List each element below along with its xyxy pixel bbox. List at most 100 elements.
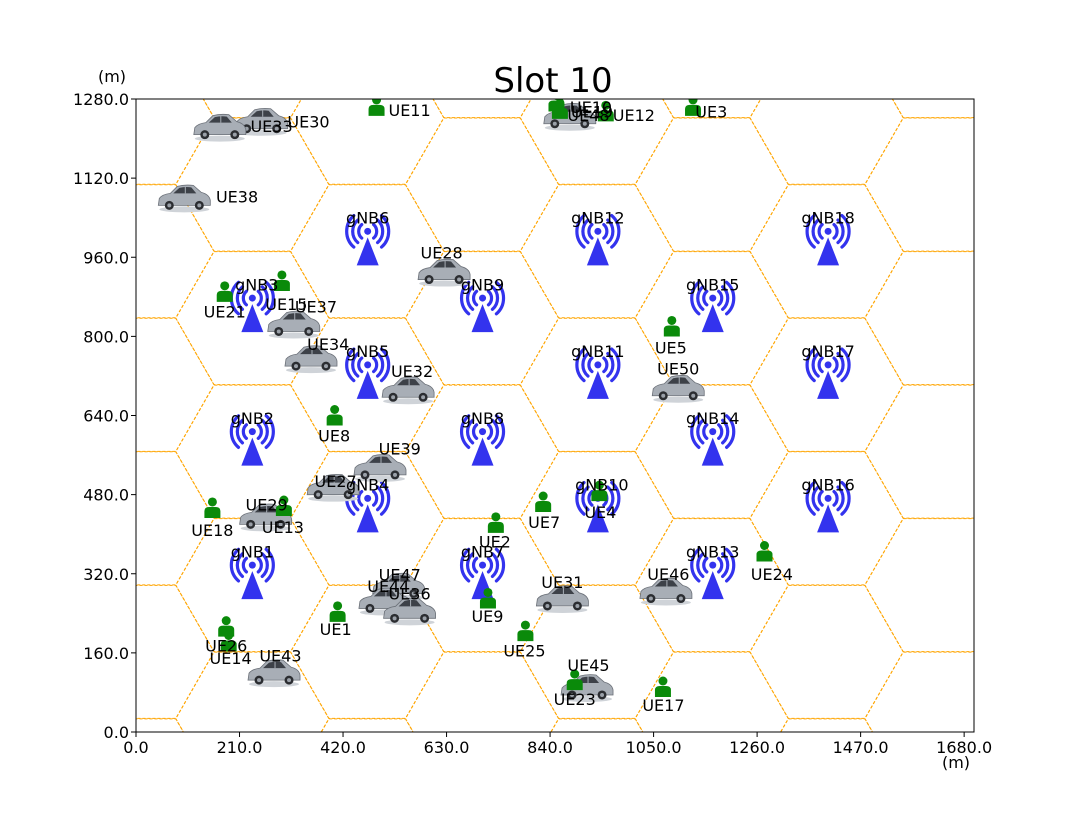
gnb-antenna-icon [805, 213, 851, 266]
gnb-antenna-icon [805, 480, 851, 533]
hex-cell [550, 718, 644, 732]
mark-label: UE21 [204, 303, 246, 322]
y-tick-label: 1280.0 [73, 90, 129, 109]
y-tick-label: 800.0 [83, 327, 129, 346]
car-ue-icon [157, 184, 211, 213]
person-ue-icon [218, 616, 235, 637]
hex-cell [634, 651, 789, 732]
hex-cell [404, 651, 560, 732]
person-ue-icon [273, 270, 290, 291]
x-tick-label: 840.0 [527, 738, 573, 757]
mark-label: UE47 [379, 566, 421, 585]
hex-cell [520, 0, 673, 51]
hex-cell [136, 99, 215, 185]
hex-cell [0, 252, 99, 385]
car-ue-icon [267, 310, 321, 339]
y-tick-label: 480.0 [83, 486, 129, 505]
mark-label: gNB4 [346, 476, 389, 495]
mark-label: gNB10 [575, 476, 628, 495]
mark-label: UE32 [391, 362, 433, 381]
hex-cell [176, 786, 329, 822]
hex-cell [136, 718, 184, 732]
hex-cell [864, 251, 974, 386]
mark-label: UE38 [216, 187, 258, 206]
gnb-antenna-icon [690, 547, 736, 600]
hex-cell [0, 652, 99, 785]
mark-label: UE33 [250, 117, 292, 136]
hex-cell [750, 0, 903, 51]
hex-cell [0, 786, 99, 822]
mark-label: gNB9 [461, 275, 504, 294]
mark-label: gNB8 [461, 409, 504, 428]
hex-cell [406, 786, 559, 822]
mark-label: UE18 [191, 521, 233, 540]
car-ue-icon [560, 674, 614, 702]
mark-label: UE14 [210, 649, 252, 668]
mark-label: gNB3 [235, 275, 278, 294]
mark-label: gNB5 [346, 342, 389, 361]
mark-label: gNB2 [231, 409, 274, 428]
hex-cell [980, 719, 1080, 822]
mark-label: UE29 [246, 496, 288, 515]
mark-label: gNB17 [801, 342, 854, 361]
hex-cell [291, 0, 444, 51]
gnb-antenna-icon [575, 213, 621, 266]
hex-cell [891, 99, 974, 119]
person-ue-icon [368, 99, 385, 116]
hex-cell [749, 584, 904, 719]
x-tick-label: 0.0 [123, 738, 148, 757]
plot-marks [157, 99, 851, 702]
x-tick-label: 1470.0 [833, 738, 889, 757]
y-tick-label: 1120.0 [73, 169, 129, 188]
gnb-antenna-icon [229, 414, 275, 466]
mark-label: UE25 [503, 641, 545, 660]
mark-label: UE19 [571, 102, 613, 121]
hex-cell [61, 0, 214, 51]
mark-label: UE17 [642, 696, 684, 715]
person-ue-icon [487, 512, 504, 533]
car-ue-icon [381, 376, 435, 405]
mark-label: UE34 [307, 335, 349, 354]
mark-label: UE9 [471, 607, 503, 626]
mark-label: UE26 [205, 636, 247, 655]
mark-label: UE13 [262, 518, 304, 537]
mark-label: UE31 [541, 573, 583, 592]
mark-label: UE8 [318, 426, 350, 445]
car-ue-icon [639, 577, 693, 606]
hex-cell [864, 651, 974, 732]
car-ue-icon [417, 258, 471, 287]
mark-label: UE1 [320, 620, 352, 639]
x-tick-label: 1260.0 [729, 738, 785, 757]
x-axis: 0.0 210.0 420.0 630.0 840.0 1050.0 1260.0 1470.… [123, 732, 992, 757]
car-ue-icon [383, 597, 436, 626]
person-ue-icon [663, 315, 680, 337]
y-axis: 0.0 160.0 320.0 480.0 640.0 800.0 960.0 1120.0 1… [73, 90, 136, 742]
gnb-antenna-icon [690, 280, 736, 333]
mark-label: gNB11 [571, 342, 624, 361]
hex-cell [864, 117, 974, 252]
mark-label: gNB18 [801, 209, 854, 228]
hex-cell [635, 786, 788, 822]
x-tick-label: 1050.0 [626, 738, 682, 757]
mark-labels: gNB1 gNB2 gNB3 gNB4 gNB5 gNB6 gNB7 gNB8 gNB9 gNB1… [191, 98, 855, 715]
mark-label: gNB13 [686, 542, 739, 561]
car-ue-icon [535, 585, 589, 613]
mark-label: gNB14 [686, 409, 739, 428]
mark-label: gNB7 [461, 542, 504, 561]
mark-label: UE7 [528, 513, 560, 532]
x-tick-label: 1680.0 [936, 738, 992, 757]
mark-label: gNB6 [346, 209, 389, 228]
person-ue-icon [479, 587, 496, 609]
y-tick-label: 960.0 [83, 248, 129, 267]
hex-cell [980, 51, 1080, 184]
y-unit-label: (m) [98, 67, 126, 86]
hex-cell [780, 718, 874, 732]
person-ue-icon [654, 676, 671, 697]
mark-label: UE39 [379, 440, 421, 459]
hex-cell [980, 0, 1080, 51]
mark-label: UE10 [570, 98, 612, 117]
mark-label: UE24 [751, 565, 793, 584]
hex-cell [320, 718, 414, 732]
person-ue-icon [216, 281, 233, 302]
